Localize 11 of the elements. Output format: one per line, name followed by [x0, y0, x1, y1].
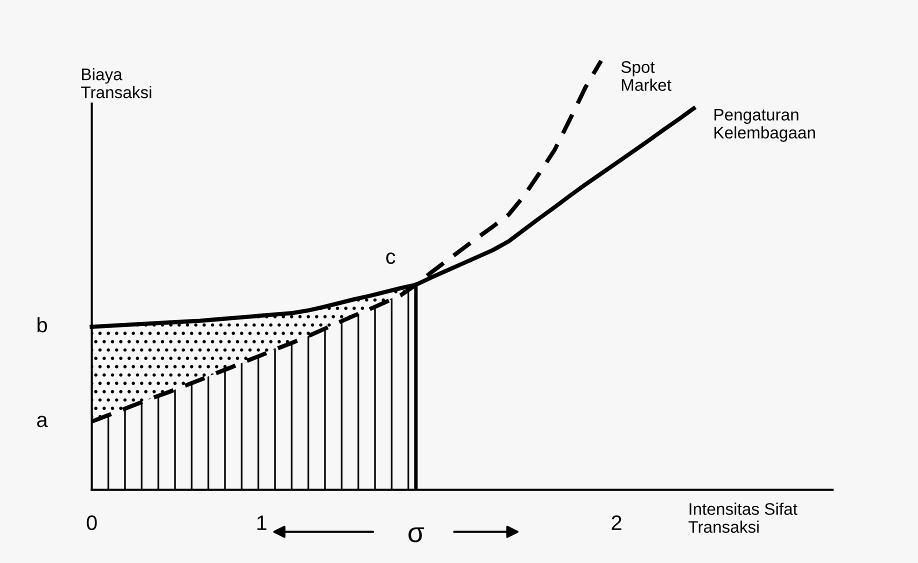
- text: σ: [408, 527, 424, 542]
- x-tick-label: 2: [612, 515, 622, 530]
- y-axis-title: Biaya Transaksi: [81, 68, 152, 98]
- series-label: Spot Market: [621, 61, 672, 91]
- x-tick-label: 0: [86, 515, 97, 530]
- annotation: c: [386, 252, 396, 264]
- x-axis-title: Intensitas Sifat Transaksi: [688, 502, 798, 533]
- text: a: [37, 416, 48, 428]
- series-label: Pengaturan Kelembagaan: [714, 108, 815, 142]
- x-tick-label: 1: [257, 516, 266, 530]
- text: b: [38, 317, 47, 332]
